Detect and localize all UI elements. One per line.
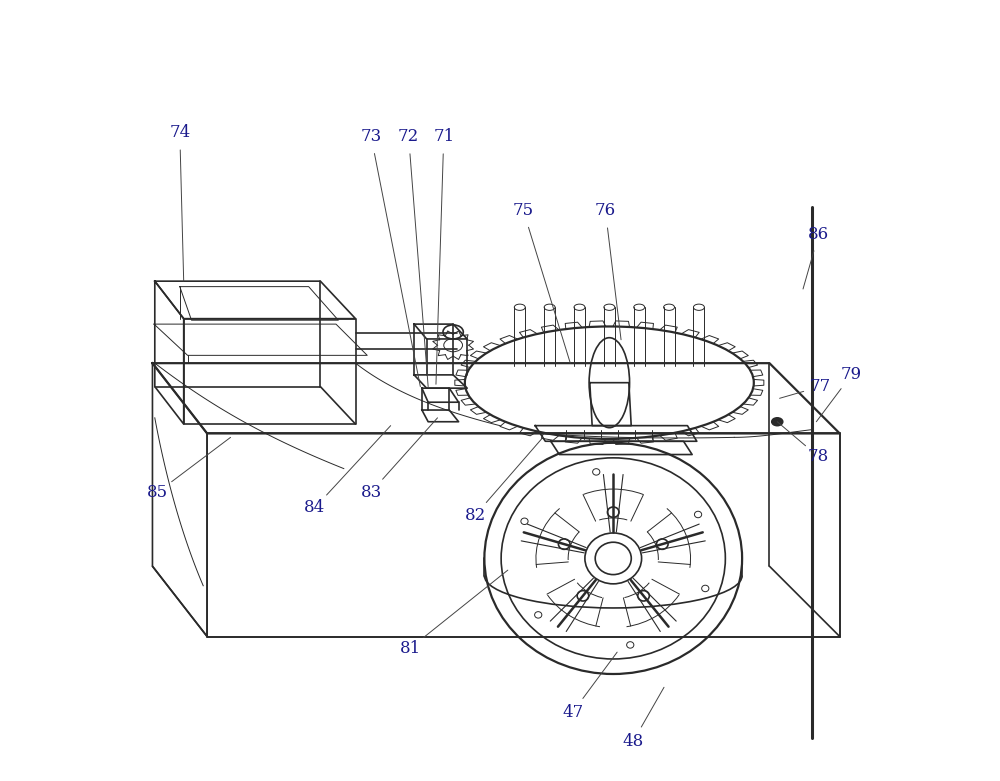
Text: 77: 77 (810, 378, 831, 395)
Text: 48: 48 (622, 733, 643, 751)
Text: 85: 85 (147, 483, 168, 501)
Text: 75: 75 (513, 202, 534, 219)
Text: 86: 86 (808, 226, 829, 243)
Text: 76: 76 (595, 202, 616, 219)
Text: 73: 73 (361, 128, 382, 145)
Text: 47: 47 (562, 704, 583, 721)
Text: 72: 72 (398, 128, 419, 145)
Ellipse shape (772, 418, 783, 426)
Text: 82: 82 (464, 507, 486, 524)
Text: 79: 79 (841, 366, 862, 383)
Text: 81: 81 (400, 640, 421, 657)
Text: 71: 71 (433, 128, 454, 145)
Text: 78: 78 (808, 448, 829, 465)
Text: 83: 83 (361, 483, 382, 501)
Text: 84: 84 (304, 499, 326, 516)
Text: 74: 74 (169, 124, 190, 141)
